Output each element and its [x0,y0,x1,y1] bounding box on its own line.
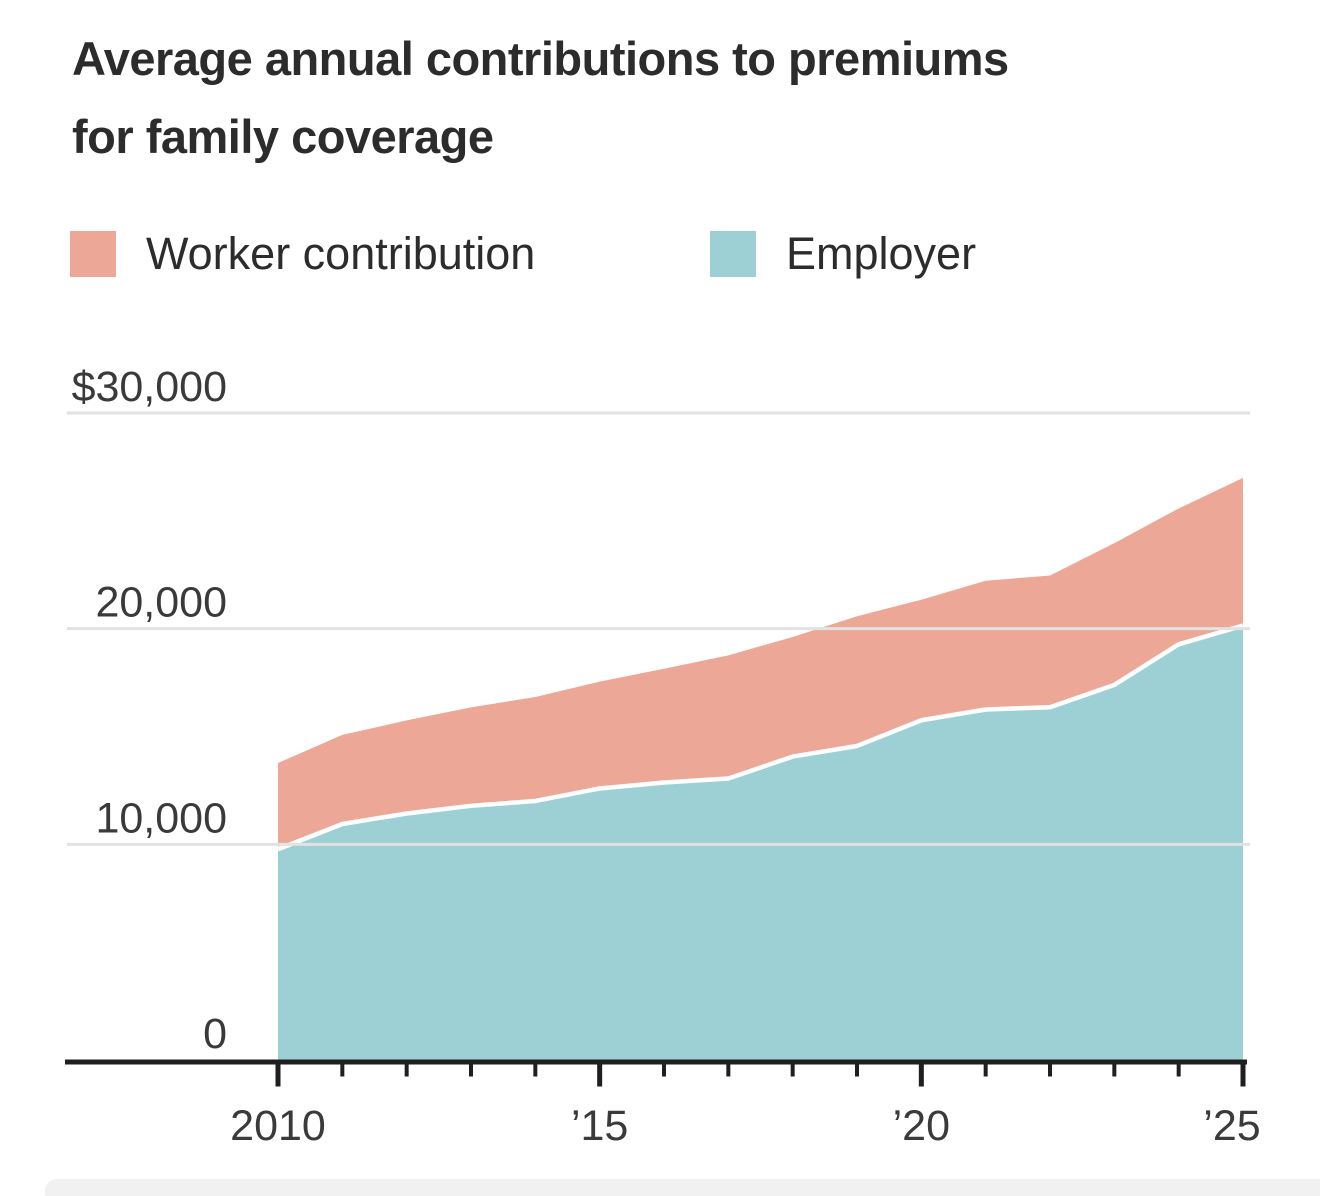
legend-label-employer: Employer [786,228,977,279]
x-tick-label-2025: ’25 [1203,1102,1260,1150]
y-tick-label-20000: 20,000 [95,579,227,627]
employer-area [278,625,1243,1060]
x-tick-label-2010: 2010 [230,1102,326,1150]
x-tick-label-2015: ’15 [571,1102,628,1150]
series-separator-line [277,623,1244,852]
bottom-strip [45,1179,1320,1196]
legend: Worker contribution Employer [0,228,1320,280]
y-tick-label-0: 0 [203,1010,227,1058]
worker-swatch-icon [70,231,116,277]
chart-title: Average annual contributions to premiums… [72,20,1009,176]
employer-swatch-icon [710,231,756,277]
x-tick-label-2020: ’20 [893,1102,950,1150]
legend-label-worker: Worker contribution [146,228,536,279]
chart-title-line2: for family coverage [72,110,494,163]
legend-item-employer: Employer [710,228,977,279]
y-tick-label-30000: $30,000 [72,363,227,411]
legend-item-worker: Worker contribution [70,228,536,279]
y-tick-label-10000: 10,000 [95,794,227,842]
worker-area [278,477,1243,850]
chart-title-line1: Average annual contributions to premiums [72,32,1009,85]
